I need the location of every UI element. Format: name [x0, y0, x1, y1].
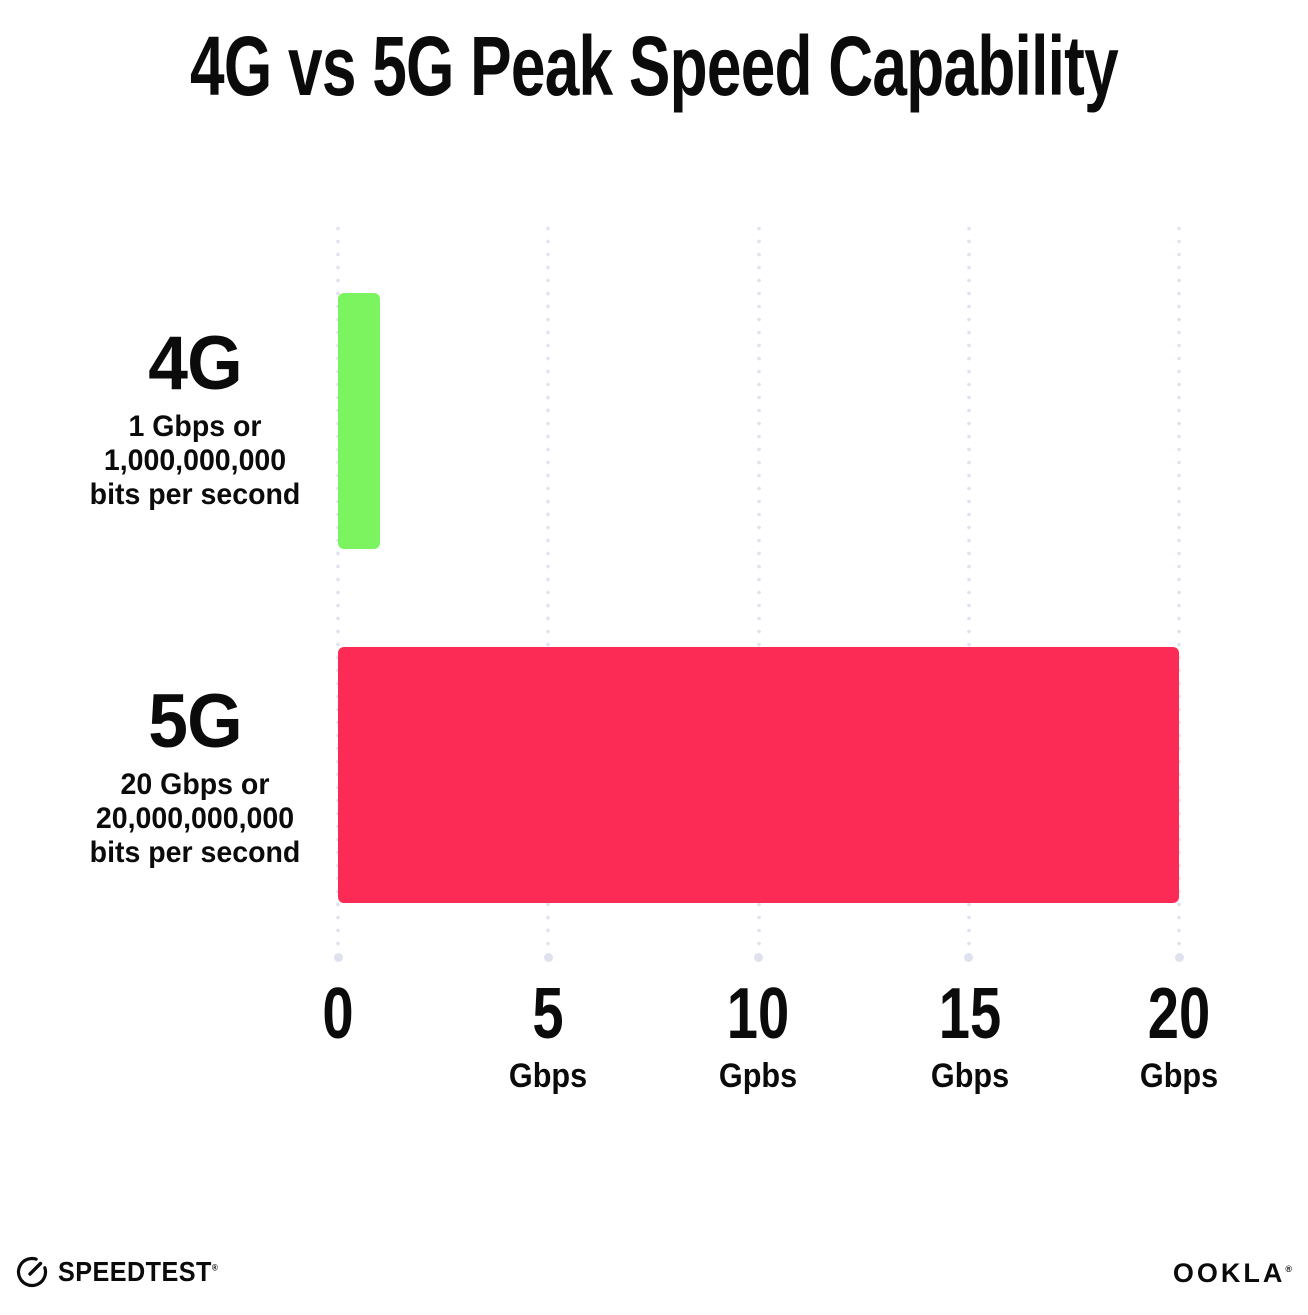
x-tick-value: 15: [938, 974, 1002, 1054]
plot-area: [333, 222, 1184, 967]
row-sub-line: 1,000,000,000: [103, 444, 287, 477]
row-sub-line: bits per second: [89, 478, 301, 511]
row-sub-line: bits per second: [89, 836, 301, 869]
gridline-end-dot: [333, 953, 343, 962]
row-sub-line: 20,000,000,000: [95, 802, 295, 835]
ookla-wordmark: OOKLA®: [1172, 1258, 1292, 1288]
speedtest-logo: SPEEDTEST®: [14, 1254, 236, 1290]
x-tick-20: 20 Gbps: [1136, 978, 1223, 1093]
trademark-mark: ®: [211, 1262, 218, 1273]
x-tick-value: 10: [726, 974, 790, 1054]
gridline: [333, 222, 343, 962]
row-sub-line: 20 Gbps or: [120, 768, 270, 801]
gridline-end-dot: [754, 953, 763, 962]
gridline: [754, 222, 763, 962]
row-sub-line: 1 Gbps or: [128, 410, 262, 443]
row-name-4g: 4G: [148, 321, 242, 406]
gridline: [964, 222, 974, 962]
x-tick-0: 0: [318, 978, 358, 1059]
x-tick-15: 15 Gbps: [927, 978, 1014, 1093]
trademark-mark: ®: [1285, 1264, 1292, 1274]
gridline: [1174, 222, 1184, 962]
gridline: [543, 222, 553, 962]
row-label-4g: 4G 1 Gbps or 1,000,000,000 bits per seco…: [20, 326, 370, 512]
row-label-5g: 5G 20 Gbps or 20,000,000,000 bits per se…: [20, 684, 370, 870]
x-tick-value: 0: [322, 974, 354, 1054]
gridline-end-dot: [964, 953, 974, 962]
gridline-end-dot: [543, 953, 553, 962]
x-tick-unit: Gbps: [1139, 1057, 1219, 1095]
speedtest-wordmark: SPEEDTEST®: [58, 1256, 218, 1287]
bar-4g: [338, 293, 381, 549]
x-tick-value: 20: [1147, 974, 1211, 1054]
x-tick-unit: Gpbs: [718, 1057, 798, 1095]
x-tick-5: 5 Gbps: [505, 978, 592, 1093]
bar-5g: [338, 647, 1179, 903]
x-tick-unit: Gbps: [930, 1057, 1010, 1095]
gridline-end-dot: [1174, 953, 1184, 962]
speedtest-gauge-icon: [16, 1256, 48, 1288]
chart-title: 4G vs 5G Peak Speed Capability: [190, 19, 1119, 113]
x-tick-value: 5: [532, 974, 564, 1054]
x-tick-unit: Gbps: [508, 1057, 588, 1095]
ookla-logo: OOKLA®: [1173, 1258, 1292, 1289]
row-name-5g: 5G: [148, 679, 242, 764]
x-tick-10: 10 Gpbs: [715, 978, 802, 1093]
